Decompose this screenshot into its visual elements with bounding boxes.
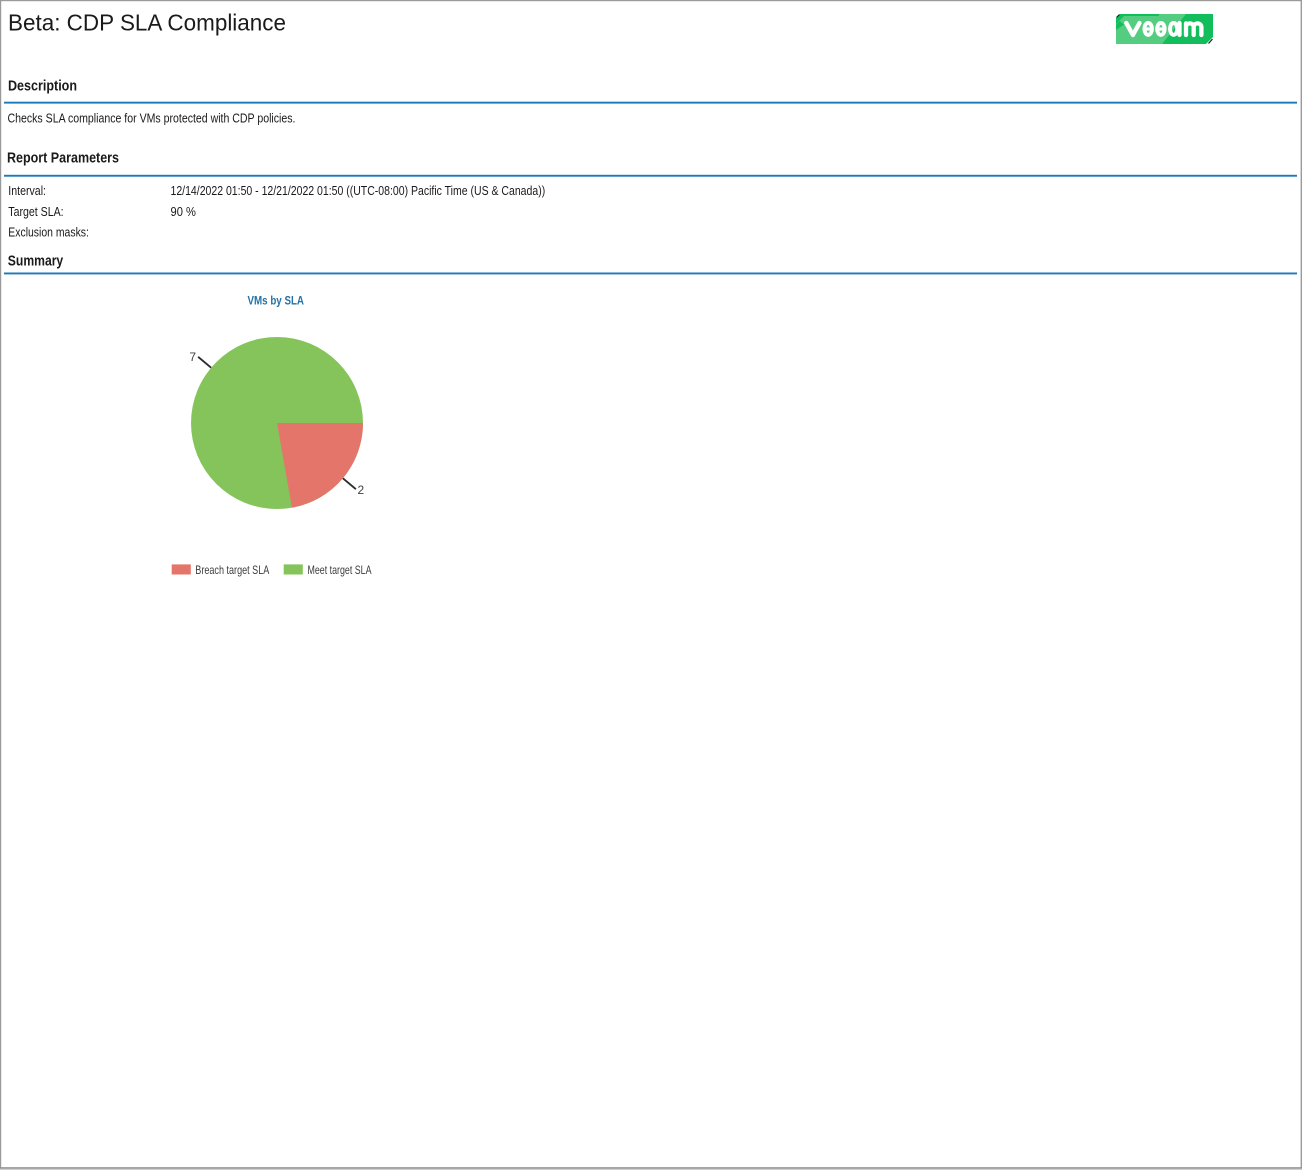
svg-text:VMs by SLA: VMs by SLA xyxy=(248,294,305,308)
svg-text:Report Parameters: Report Parameters xyxy=(7,151,119,167)
svg-text:90 %: 90 % xyxy=(171,204,197,219)
svg-text:Checks SLA compliance for VMs: Checks SLA compliance for VMs protected … xyxy=(8,110,296,125)
svg-text:Description: Description xyxy=(8,79,77,95)
svg-text:Breach target SLA: Breach target SLA xyxy=(195,563,269,577)
svg-text:Exclusion masks:: Exclusion masks: xyxy=(8,225,89,240)
svg-text:Interval:: Interval: xyxy=(8,183,46,198)
svg-text:12/14/2022 01:50 - 12/21/2022: 12/14/2022 01:50 - 12/21/2022 01:50 ((UT… xyxy=(171,183,546,198)
svg-text:Summary: Summary xyxy=(8,253,63,269)
svg-text:7: 7 xyxy=(189,350,196,364)
svg-text:Meet target SLA: Meet target SLA xyxy=(308,563,372,577)
svg-text:Beta: CDP SLA Compliance: Beta: CDP SLA Compliance xyxy=(8,10,286,36)
svg-text:2: 2 xyxy=(358,483,365,497)
svg-text:Target SLA:: Target SLA: xyxy=(8,204,63,219)
